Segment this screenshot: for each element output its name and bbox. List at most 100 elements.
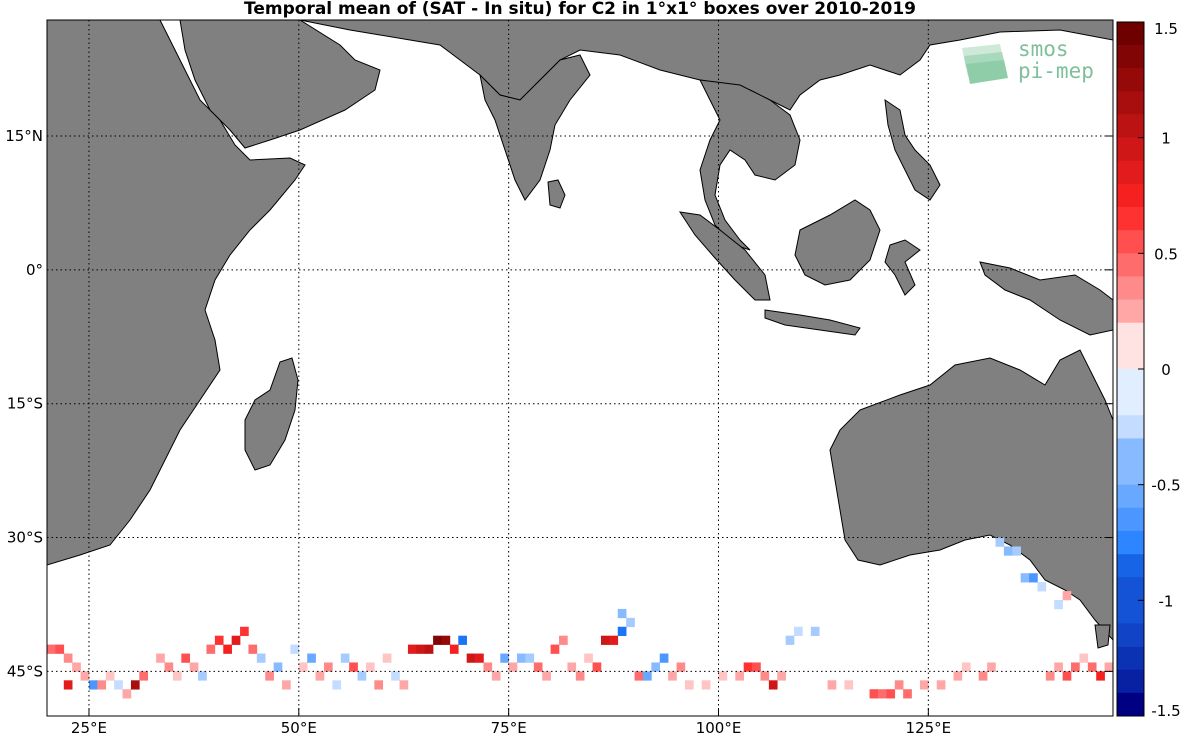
anomaly-box [550,644,560,654]
logo-text-smos: smos [1018,37,1069,61]
anomaly-box [382,653,392,663]
longitude-ticks: 25°E 50°E 75°E 100°E 125°E [71,708,951,737]
colorbar-segment [1117,253,1144,277]
anomaly-box [298,662,308,672]
colorbar-segment [1117,461,1144,485]
anomaly-box [617,626,627,636]
colorbar-tick-label: 0.5 [1154,245,1178,263]
sri-lanka-island [547,179,566,209]
colorbar-segment [1117,577,1144,601]
anomaly-box [214,635,224,645]
colorbar-segment [1117,554,1144,578]
borneo-island [794,199,881,286]
colorbar-segment [1117,91,1144,115]
anomaly-box [575,671,585,681]
anomaly-box [919,680,929,690]
x-tick-label: 25°E [71,719,107,737]
anomaly-box [1054,662,1063,672]
anomaly-box [307,653,316,663]
colorbar-segment [1117,345,1144,370]
anomaly-box [88,680,98,690]
tasmania-island [1094,624,1111,649]
x-tick-label: 125°E [906,719,952,737]
anomaly-box [600,635,610,645]
india-landmass [479,54,591,201]
colorbar-segment [1117,507,1144,532]
anomaly-box [290,644,300,654]
anomaly-box [1003,546,1013,556]
colorbar-segment [1117,438,1144,462]
anomaly-box [777,671,786,681]
anomaly-box [416,644,426,654]
anomaly-box [72,662,81,672]
anomaly-box [1079,653,1089,663]
colorbar-segment [1117,322,1144,347]
anomaly-box [760,671,770,681]
graticule [47,20,1113,716]
anomaly-box [248,644,258,654]
anomaly-box [231,635,241,645]
anomaly-box [265,671,274,681]
anomaly-box [1096,671,1105,681]
colorbar-segment [1117,230,1144,254]
anomaly-box [542,671,551,681]
new-guinea-island [979,261,1113,336]
anomaly-box [206,644,216,654]
anomaly-box [1029,573,1038,583]
anomaly-box [659,653,669,663]
colorbar-segment [1117,207,1144,231]
anomaly-box [903,689,912,699]
colorbar-tick-label: 1 [1161,130,1171,148]
philippines-islands [884,98,941,201]
logo-text-pi-mep: pi-mep [1018,59,1094,83]
anomaly-box [63,680,73,690]
anomaly-box [223,644,232,654]
anomaly-box [508,662,518,672]
colorbar-segment [1117,415,1144,439]
anomaly-box [961,662,971,672]
anomaly-box [500,653,509,663]
anomaly-box [995,537,1005,547]
colorbar-segment [1117,369,1144,393]
anomaly-box [609,635,619,645]
africa-landmass [47,20,306,566]
anomaly-box [634,671,644,681]
anomaly-box [567,662,577,672]
anomaly-box [978,671,988,681]
x-tick-label: 75°E [491,719,527,737]
x-tick-label: 100°E [696,719,742,737]
colorbar-tick-label: -1.5 [1151,702,1180,720]
colorbar-segment [1117,137,1144,162]
anomaly-box [886,689,896,699]
anomaly-box [684,680,694,690]
anomaly-box [458,635,467,645]
anomaly-box [122,689,132,699]
anomaly-box [1071,662,1080,672]
colorbar-segment [1117,45,1144,69]
land-masses [47,20,1113,649]
anomaly-box [55,644,65,654]
y-tick-label: 15°S [7,395,43,413]
anomaly-box [181,653,190,663]
anomaly-box [282,680,291,690]
anomaly-box [323,662,333,672]
anomaly-box [794,626,803,636]
anomaly-box [198,671,207,681]
colorbar-segment [1117,114,1144,138]
anomaly-box [1020,573,1030,583]
anomaly-box [374,680,384,690]
y-tick-label: 45°S [7,662,43,680]
colorbar-tick-label: 0 [1161,361,1171,379]
anomaly-box [676,662,686,672]
anomaly-box [987,662,996,672]
anomaly-box [752,662,761,672]
anomaly-box [240,626,249,636]
colorbar-segment [1117,392,1144,416]
smos-pi-mep-logo: smos pi-mep [960,36,1100,90]
anomaly-box [718,671,728,681]
anomaly-box [156,653,165,663]
anomaly-box [525,653,535,663]
colorbar-tick-label: 1.5 [1154,20,1178,38]
anomaly-box [1104,662,1113,672]
colorbar-segment [1117,299,1144,324]
